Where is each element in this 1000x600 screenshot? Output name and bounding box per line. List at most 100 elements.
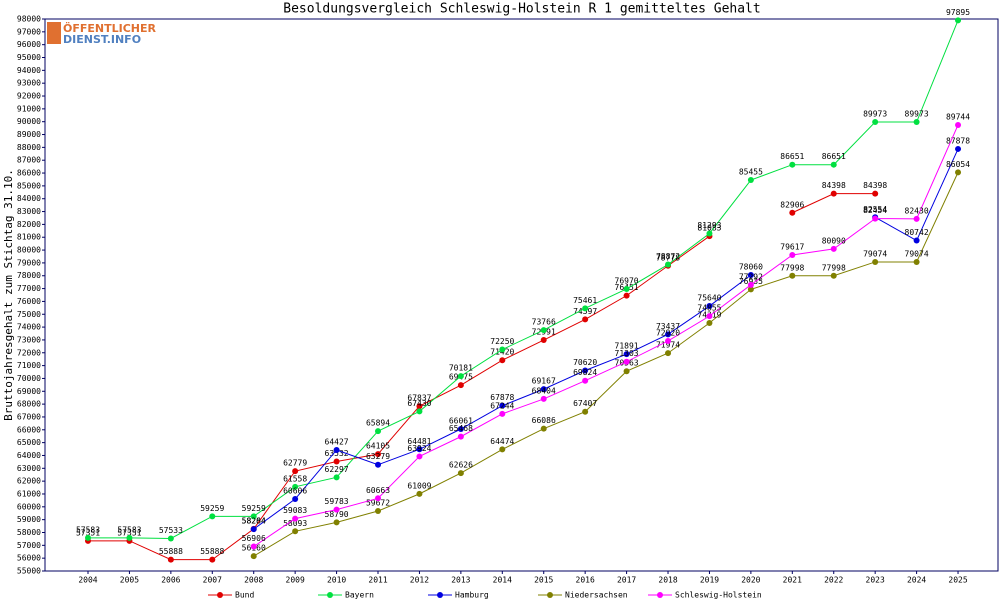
data-point xyxy=(499,446,506,453)
data-point xyxy=(333,474,340,481)
data-label: 67430 xyxy=(407,399,431,408)
data-point xyxy=(416,408,423,415)
y-tick-label: 91000 xyxy=(17,104,41,113)
data-point xyxy=(540,327,547,334)
y-tick-label: 57000 xyxy=(17,541,41,550)
x-tick-label: 2012 xyxy=(410,576,429,585)
legend-marker xyxy=(657,592,663,598)
y-tick-label: 77000 xyxy=(17,284,41,293)
data-label: 65468 xyxy=(449,424,473,433)
legend-marker xyxy=(217,592,223,598)
data-point xyxy=(747,271,754,278)
y-tick-label: 74000 xyxy=(17,323,41,332)
data-label: 65894 xyxy=(366,419,390,428)
data-label: 64481 xyxy=(407,437,431,446)
data-point xyxy=(333,519,340,526)
y-tick-label: 86000 xyxy=(17,169,41,178)
data-label: 57583 xyxy=(117,525,141,534)
data-label: 97895 xyxy=(946,8,970,17)
data-point xyxy=(582,316,589,323)
data-label: 86651 xyxy=(780,152,804,161)
y-tick-label: 93000 xyxy=(17,79,41,88)
data-point xyxy=(872,215,879,222)
data-label: 69824 xyxy=(573,368,597,377)
data-point xyxy=(913,237,920,244)
data-point xyxy=(499,410,506,417)
data-label: 68404 xyxy=(532,386,556,395)
data-point xyxy=(872,258,879,265)
logo-text: DIENST.INFO xyxy=(63,33,141,46)
data-point xyxy=(789,209,796,216)
data-point xyxy=(623,358,630,365)
data-point xyxy=(540,337,547,344)
data-label: 66086 xyxy=(532,416,556,425)
y-tick-label: 55000 xyxy=(17,567,41,576)
data-point xyxy=(913,258,920,265)
data-label: 64427 xyxy=(325,437,349,446)
x-tick-label: 2024 xyxy=(907,576,926,585)
x-tick-label: 2009 xyxy=(286,576,305,585)
x-tick-label: 2016 xyxy=(576,576,595,585)
data-label: 89973 xyxy=(863,110,887,119)
data-label: 58284 xyxy=(242,516,266,525)
legend-marker xyxy=(437,592,443,598)
y-tick-label: 87000 xyxy=(17,156,41,165)
legend-label: Bund xyxy=(235,591,254,600)
data-point xyxy=(872,190,879,197)
data-point xyxy=(457,373,464,380)
data-point xyxy=(913,215,920,222)
legend-marker xyxy=(547,592,553,598)
data-point xyxy=(582,377,589,384)
data-label: 73766 xyxy=(532,318,556,327)
data-label: 70181 xyxy=(449,364,473,373)
x-tick-label: 2011 xyxy=(368,576,387,585)
data-label: 78060 xyxy=(739,262,763,271)
data-point xyxy=(416,490,423,497)
data-label: 62626 xyxy=(449,461,473,470)
data-label: 72920 xyxy=(656,328,680,337)
data-label: 71891 xyxy=(615,342,639,351)
data-point xyxy=(292,496,299,503)
data-point xyxy=(955,17,962,24)
data-point xyxy=(789,251,796,258)
legend-label: Niedersachsen xyxy=(565,591,628,600)
data-point xyxy=(665,350,672,357)
data-point xyxy=(955,145,962,152)
chart-title: Besoldungsvergleich Schleswig-Holstein R… xyxy=(283,2,760,17)
data-point xyxy=(250,513,257,520)
series-line xyxy=(253,124,959,547)
data-point xyxy=(665,261,672,268)
data-point xyxy=(292,515,299,522)
data-label: 63532 xyxy=(325,449,349,458)
y-tick-label: 56000 xyxy=(17,554,41,563)
data-label: 59259 xyxy=(200,504,224,513)
data-label: 63279 xyxy=(366,452,390,461)
y-tick-label: 79000 xyxy=(17,258,41,267)
data-point xyxy=(830,245,837,252)
data-label: 56906 xyxy=(242,534,266,543)
data-point xyxy=(623,351,630,358)
data-label: 59672 xyxy=(366,499,390,508)
data-point xyxy=(333,446,340,453)
data-label: 79617 xyxy=(780,242,804,251)
data-label: 55888 xyxy=(200,547,224,556)
data-point xyxy=(665,331,672,338)
data-point xyxy=(167,535,174,542)
data-point xyxy=(167,556,174,563)
x-tick-label: 2013 xyxy=(451,576,470,585)
y-tick-label: 70000 xyxy=(17,374,41,383)
data-point xyxy=(499,346,506,353)
data-point xyxy=(499,357,506,364)
data-point xyxy=(292,528,299,535)
data-point xyxy=(830,190,837,197)
y-tick-label: 72000 xyxy=(17,348,41,357)
y-tick-label: 98000 xyxy=(17,15,41,24)
data-label: 58264 xyxy=(242,517,266,526)
data-point xyxy=(250,553,257,560)
data-label: 57351 xyxy=(76,528,100,537)
x-tick-label: 2006 xyxy=(161,576,180,585)
data-point xyxy=(540,386,547,393)
y-tick-label: 85000 xyxy=(17,181,41,190)
y-tick-label: 83000 xyxy=(17,207,41,216)
data-label: 87878 xyxy=(946,136,970,145)
